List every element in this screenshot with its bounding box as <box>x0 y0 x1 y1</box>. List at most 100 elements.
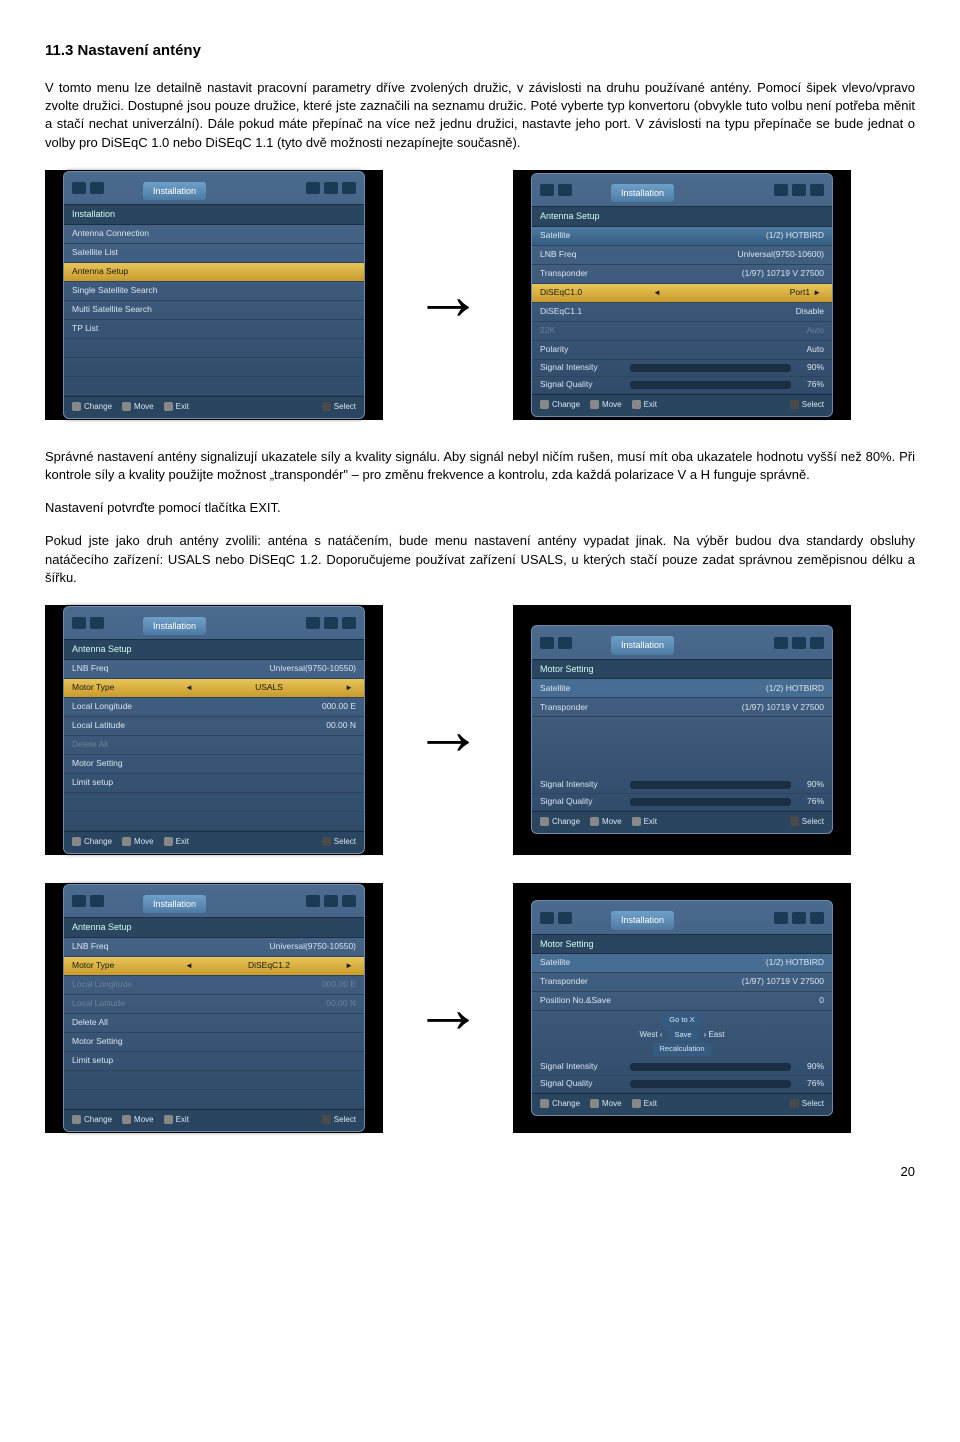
row-value: 000.00 E <box>182 701 356 713</box>
row-value: (1/97) 10719 V 27500 <box>650 702 824 714</box>
signal-intensity-row: Signal Intensity90% <box>532 1059 832 1076</box>
row-label: Satellite <box>540 683 650 695</box>
signal-quality-row: Signal Quality76% <box>532 1076 832 1093</box>
menu-row[interactable]: Satellite(1/2) HOTBIRD <box>532 954 832 973</box>
figure-row-3: Installation Antenna SetupLNB FreqUnivers… <box>45 883 915 1133</box>
row-value: (1/97) 10719 V 27500 <box>650 976 824 988</box>
paragraph-3: Nastavení potvrďte pomocí tlačítka EXIT. <box>45 499 915 517</box>
menu-row[interactable]: Single Satellite Search <box>64 282 364 301</box>
select-hint: Select <box>790 399 824 410</box>
empty-row <box>64 1090 364 1109</box>
empty-row <box>64 339 364 358</box>
row-label: Antenna Connection <box>72 228 182 240</box>
move-hint: Move <box>122 836 154 847</box>
row-value: USALS <box>196 682 342 694</box>
empty-row <box>64 358 364 377</box>
menu-row[interactable]: Transponder(1/97) 10719 V 27500 <box>532 265 832 284</box>
menu-row[interactable]: Multi Satellite Search <box>64 301 364 320</box>
menu-row[interactable]: Transponder(1/97) 10719 V 27500 <box>532 698 832 717</box>
menu-row[interactable]: Limit setup <box>64 1052 364 1071</box>
select-hint: Select <box>790 816 824 827</box>
menu-row[interactable]: Satellite List <box>64 244 364 263</box>
menu-row[interactable]: PolarityAuto <box>532 341 832 360</box>
row-label: Motor Type <box>72 960 182 972</box>
change-hint: Change <box>72 836 112 847</box>
menu-row[interactable]: DiSEqC1.0◄Port1► <box>532 284 832 303</box>
row-label: DiSEqC1.1 <box>540 306 650 318</box>
menu-row[interactable]: Antenna Setup <box>64 263 364 282</box>
move-hint: Move <box>590 399 622 410</box>
menu-row[interactable]: LNB FreqUniversal(9750-10550) <box>64 938 364 957</box>
menu-row[interactable]: Delete All <box>64 1014 364 1033</box>
panel-header: Antenna Setup <box>532 206 832 227</box>
menu-row[interactable]: Transponder(1/97) 10719 V 27500 <box>532 973 832 992</box>
menu-row[interactable]: Motor Type◄DiSEqC1.2► <box>64 957 364 976</box>
panel-tab: Installation <box>143 182 206 201</box>
menu-row[interactable]: Position No.&Save0 <box>532 992 832 1011</box>
menu-row[interactable]: LNB FreqUniversal(9750-10600) <box>532 246 832 265</box>
menu-row[interactable]: Local Longitude000.00 E <box>64 698 364 717</box>
menu-row[interactable]: Local Latitude00.00 N <box>64 995 364 1014</box>
row-value: Universal(9750-10600) <box>650 249 824 261</box>
row-label: Motor Setting <box>72 758 182 770</box>
panel-tab: Installation <box>143 895 206 914</box>
section-heading: 11.3 Nastavení antény <box>45 40 915 61</box>
panel-tab: Installation <box>611 911 674 930</box>
row-value: Auto <box>650 325 824 337</box>
menu-row[interactable]: DiSEqC1.1Disable <box>532 303 832 322</box>
row-label: Local Latitude <box>72 998 182 1010</box>
menu-row[interactable]: Local Longitude000.00 E <box>64 976 364 995</box>
select-hint: Select <box>322 401 356 412</box>
row-value: (1/97) 10719 V 27500 <box>650 268 824 280</box>
row-label: Local Longitude <box>72 979 182 991</box>
row-label: Local Longitude <box>72 701 182 713</box>
recalculation-button[interactable]: Recalculation <box>653 1043 710 1056</box>
row-label: LNB Freq <box>540 249 650 261</box>
move-hint: Move <box>590 1098 622 1109</box>
panel-header: Antenna Setup <box>64 917 364 938</box>
panel-footer: ChangeMoveExitSelect <box>532 394 832 416</box>
screenshot-2-left: InstallationAntenna SetupLNB FreqUnivers… <box>45 605 383 855</box>
row-label: Motor Setting <box>72 1036 182 1048</box>
row-value: Universal(9750-10550) <box>182 941 356 953</box>
arrow-icon: → <box>403 973 493 1043</box>
exit-hint: Exit <box>164 836 189 847</box>
select-hint: Select <box>790 1098 824 1109</box>
page-number: 20 <box>45 1163 915 1181</box>
goto-x-button[interactable]: Go to X <box>663 1014 700 1027</box>
panel-header: Motor Setting <box>532 659 832 680</box>
row-value: Auto <box>650 344 824 356</box>
menu-row[interactable]: Motor Setting <box>64 755 364 774</box>
panel-footer: ChangeMoveExitSelect <box>532 1093 832 1115</box>
menu-row[interactable]: TP List <box>64 320 364 339</box>
menu-row[interactable]: Antenna Connection <box>64 225 364 244</box>
panel-tab: Installation <box>611 636 674 655</box>
menu-row[interactable]: Motor Type◄USALS► <box>64 679 364 698</box>
row-label: Limit setup <box>72 1055 182 1067</box>
signal-intensity-row: Signal Intensity90% <box>532 360 832 377</box>
menu-row[interactable]: Satellite(1/2) HOTBIRD <box>532 679 832 698</box>
menu-row[interactable]: Delete All <box>64 736 364 755</box>
panel-header: Motor Setting <box>532 934 832 955</box>
menu-row[interactable]: 22KAuto <box>532 322 832 341</box>
menu-row[interactable]: Local Latitude00.00 N <box>64 717 364 736</box>
exit-hint: Exit <box>632 816 657 827</box>
signal-quality-row: Signal Quality76% <box>532 377 832 394</box>
row-label: 22K <box>540 325 650 337</box>
change-hint: Change <box>72 401 112 412</box>
save-button[interactable]: Save <box>668 1029 697 1042</box>
row-label: DiSEqC1.0 <box>540 287 650 299</box>
move-hint: Move <box>122 401 154 412</box>
change-hint: Change <box>540 399 580 410</box>
row-label: Antenna Setup <box>72 266 182 278</box>
row-value: 0 <box>650 995 824 1007</box>
menu-row[interactable]: LNB FreqUniversal(9750-10550) <box>64 660 364 679</box>
row-label: Delete All <box>72 1017 182 1029</box>
menu-row[interactable]: Satellite(1/2) HOTBIRD <box>532 227 832 246</box>
menu-row[interactable]: Motor Setting <box>64 1033 364 1052</box>
row-value: (1/2) HOTBIRD <box>650 957 824 969</box>
figure-row-2: InstallationAntenna SetupLNB FreqUnivers… <box>45 605 915 855</box>
screenshot-3-right: Installation Motor SettingSatellite(1/2) … <box>513 883 851 1133</box>
select-hint: Select <box>322 1114 356 1125</box>
menu-row[interactable]: Limit setup <box>64 774 364 793</box>
